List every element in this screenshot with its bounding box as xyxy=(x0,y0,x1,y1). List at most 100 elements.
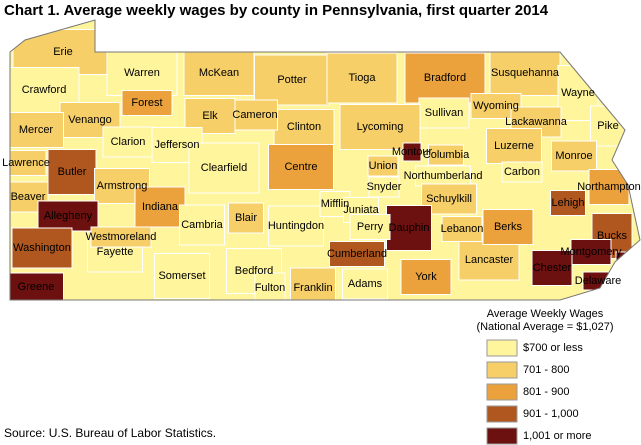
county xyxy=(268,144,334,190)
county-label: Bedford xyxy=(235,265,274,277)
county-label: Perry xyxy=(357,221,384,233)
legend-label: 1,001 or more xyxy=(523,430,591,442)
county xyxy=(188,142,260,194)
county xyxy=(232,99,278,131)
county-label: Lycoming xyxy=(357,121,404,133)
county xyxy=(228,202,264,234)
county xyxy=(482,209,534,245)
county xyxy=(273,109,335,145)
county-label: Luzerne xyxy=(494,140,534,152)
county-label: Cumberland xyxy=(327,248,387,260)
legend-label: 901 - 1,000 xyxy=(523,408,579,420)
county-label: Schuylkill xyxy=(426,193,472,205)
county-label: Clinton xyxy=(287,121,321,133)
county xyxy=(90,226,152,248)
legend-label: 801 - 900 xyxy=(523,386,569,398)
county xyxy=(290,267,336,300)
county-label: Dauphin xyxy=(389,222,430,234)
county-label: Susquehanna xyxy=(491,67,560,79)
county-label: Elk xyxy=(202,110,218,122)
county xyxy=(47,149,97,195)
county xyxy=(102,126,154,158)
county xyxy=(37,200,99,232)
county-label: Lehigh xyxy=(551,197,584,209)
county-label: Westmoreland xyxy=(86,231,157,243)
county-label: Snyder xyxy=(367,181,402,193)
county-label: Columbia xyxy=(423,149,470,161)
county xyxy=(418,97,470,129)
legend-label: $700 or less xyxy=(523,342,583,354)
county-label: Pike xyxy=(597,120,618,132)
county-label: Northampton xyxy=(577,181,641,193)
legend-swatch xyxy=(486,405,518,423)
county xyxy=(179,204,225,246)
county xyxy=(10,150,47,176)
county xyxy=(268,205,324,247)
county-label: Berks xyxy=(494,221,523,233)
county xyxy=(400,259,452,295)
county-label: Indiana xyxy=(142,201,179,213)
county xyxy=(489,50,561,96)
county-label: Fulton xyxy=(255,282,286,294)
county xyxy=(342,268,388,300)
county xyxy=(10,112,64,148)
county-label: Sullivan xyxy=(425,107,464,119)
county-label: Potter xyxy=(277,74,307,86)
county-label: Forest xyxy=(131,97,162,109)
county xyxy=(154,253,210,299)
county-label: Wyoming xyxy=(473,100,519,112)
county xyxy=(121,90,173,116)
county-label: Union xyxy=(369,160,398,172)
county xyxy=(329,241,385,267)
county-label: Lancaster xyxy=(465,254,514,266)
legend-swatch xyxy=(486,339,518,357)
county-label: York xyxy=(415,271,437,283)
county-label: Armstrong xyxy=(97,180,148,192)
county-label: Mifflin xyxy=(321,198,350,210)
county-label: Venango xyxy=(68,114,111,126)
county xyxy=(254,54,330,106)
county-label: Butler xyxy=(58,166,87,178)
county-label: Tioga xyxy=(348,72,376,84)
county xyxy=(326,52,398,104)
map-title: Chart 1. Average weekly wages by county … xyxy=(4,2,549,19)
county-label: Carbon xyxy=(504,166,540,178)
county-label: Somerset xyxy=(158,270,205,282)
county-label: Fayette xyxy=(97,246,134,258)
county xyxy=(428,144,464,166)
county-label: Greene xyxy=(18,281,55,293)
county xyxy=(339,104,421,150)
county-label: Montour xyxy=(392,146,433,158)
county-label: Lackawanna xyxy=(505,116,568,128)
legend-title: Average Weekly Wages xyxy=(487,308,604,320)
county-label: Clearfield xyxy=(201,162,247,174)
county xyxy=(183,50,255,96)
county-label: McKean xyxy=(199,67,239,79)
county-label: Montgomery xyxy=(560,246,622,258)
legend-subtitle: (National Average = $1,027) xyxy=(476,321,613,333)
county-label: Chester xyxy=(533,262,572,274)
county xyxy=(349,214,391,240)
county-label: Monroe xyxy=(555,150,592,162)
county-label: Warren xyxy=(124,67,160,79)
legend-swatch xyxy=(486,383,518,401)
county-label: Beaver xyxy=(11,191,46,203)
county xyxy=(501,161,543,183)
county xyxy=(368,176,400,198)
county-label: Franklin xyxy=(293,282,332,294)
county xyxy=(11,227,73,269)
county-label: Centre xyxy=(284,161,317,173)
county-label: Allegheny xyxy=(44,210,93,222)
state-outline xyxy=(9,19,641,301)
legend-swatch xyxy=(486,427,518,445)
legend-box xyxy=(455,303,641,445)
county-label: Northumberland xyxy=(404,170,483,182)
county-label: Washington xyxy=(13,242,71,254)
county xyxy=(254,272,286,300)
county-label: Juniata xyxy=(343,204,379,216)
county-label: Blair xyxy=(235,212,257,224)
county-label: Adams xyxy=(348,278,383,290)
county xyxy=(531,250,573,286)
county xyxy=(551,140,597,172)
county xyxy=(441,216,483,242)
